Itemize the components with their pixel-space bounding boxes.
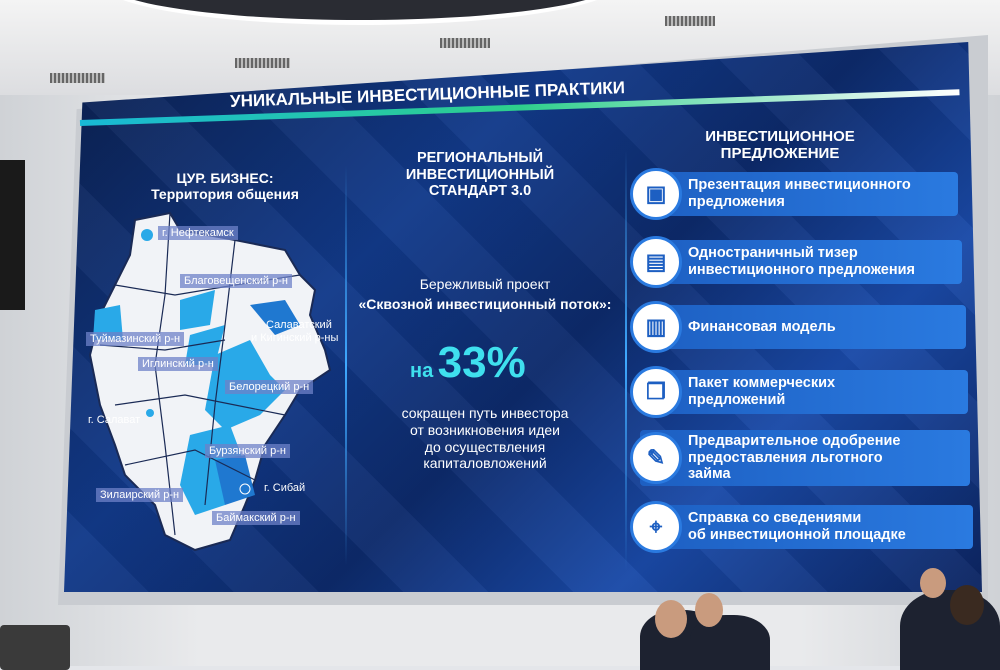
percent-stat: на 33% (410, 338, 526, 388)
divider (345, 165, 347, 565)
documents-stack-icon: ❐ (630, 366, 682, 418)
percent-prefix: на (410, 360, 434, 382)
map-label: Белорецкий р-н (225, 380, 314, 394)
desc-line: до осуществления (424, 438, 546, 455)
audience-person (695, 593, 723, 627)
offer-item-site-info: ⌖ Справка со сведениями об инвестиционной … (630, 501, 973, 553)
item-line: предложения (688, 194, 785, 210)
heading-line: Территория общения (151, 186, 299, 203)
offer-item-financial-model: ▥ Финансовая модель (630, 301, 966, 353)
item-line: об инвестиционной площадке (688, 527, 906, 543)
map-label: Баймакский р-н (212, 511, 300, 525)
city-marker (141, 229, 153, 241)
map-label: Салаватский (266, 319, 332, 331)
vent (50, 73, 105, 83)
approval-document-icon: ✎ (630, 432, 682, 484)
project-name: «Сквозной инвестиционный поток»: (358, 296, 612, 312)
heading-line: СТАНДАРТ 3.0 (428, 183, 532, 200)
item-line: Презентация инвестиционного (688, 177, 911, 194)
map-label: г. Сибай (264, 482, 306, 494)
item-line: предложений (688, 392, 786, 408)
heading-line: ПРЕДЛОЖЕНИЕ (720, 145, 840, 163)
item-line: Одностраничный тизер (688, 245, 858, 262)
desc-line: сокращен путь инвестора (401, 405, 569, 421)
chart-document-icon: ▥ (630, 301, 682, 353)
audience-person (655, 600, 687, 638)
left-heading: ЦУР. БИЗНЕС: Территория общения (150, 170, 300, 202)
vent (235, 58, 290, 68)
map-label: г. Салават (88, 414, 141, 426)
map-label: и Кигинский р-ны (251, 332, 339, 344)
item-line: Предварительное одобрение (688, 432, 901, 449)
map-label: Зилаирский р-н (96, 488, 184, 502)
offer-item-commercial: ❐ Пакет коммерческих предложений (630, 366, 968, 418)
item-line: займа (688, 466, 731, 483)
city-marker (146, 409, 154, 417)
item-line: Справка со сведениями (688, 510, 862, 527)
map-label: Благовещенский р-н (180, 274, 292, 288)
item-line: инвестиционного предложения (688, 262, 915, 278)
heading-line: ИНВЕСТИЦИОННЫЙ (405, 166, 555, 183)
laptop (0, 625, 70, 670)
vent (665, 16, 715, 26)
city-marker (239, 483, 251, 495)
vent (440, 38, 490, 48)
document-icon: ▤ (630, 236, 682, 288)
offer-item-loan: ✎ Предварительное одобрение предоставления… (630, 430, 970, 486)
audience-person (950, 585, 984, 625)
map-label: Бурзянский р-н (205, 444, 290, 458)
middle-heading: РЕГИОНАЛЬНЫЙ ИНВЕСТИЦИОННЫЙ СТАНДАРТ 3.0 (390, 150, 570, 200)
ceiling-light (100, 0, 620, 25)
presentation-icon: ▣ (630, 168, 682, 220)
item-line: Пакет коммерческих (688, 375, 836, 392)
offer-item-teaser: ▤ Одностраничный тизер инвестиционного пре… (630, 236, 962, 288)
map-label: г. Нефтекамск (158, 226, 238, 240)
divider (625, 150, 627, 570)
audience-person (920, 568, 946, 598)
map-label: Туймазинский р-н (86, 332, 185, 346)
right-heading: ИНВЕСТИЦИОННОЕ ПРЕДЛОЖЕНИЕ (680, 128, 880, 163)
item-line: предоставления льготного (688, 449, 883, 466)
offer-item-presentation: ▣ Презентация инвестиционного предложения (630, 168, 958, 220)
project-label: Бережливый проект (419, 276, 551, 292)
percent-value: 33% (437, 338, 526, 387)
description: сокращен путь инвестора от возникновения… (365, 405, 605, 472)
item-line: Финансовая модель (688, 318, 836, 335)
speaker (0, 160, 25, 310)
desc-line: капиталовложений (423, 455, 547, 472)
location-pin-icon: ⌖ (630, 501, 682, 553)
map-label: Иглинский р-н (138, 357, 218, 371)
heading-line: ИНВЕСТИЦИОННОЕ (705, 128, 855, 145)
heading-line: ЦУР. БИЗНЕС: (176, 170, 274, 186)
heading-line: РЕГИОНАЛЬНЫЙ (416, 150, 544, 166)
desc-line: от возникновения идеи (410, 421, 560, 438)
